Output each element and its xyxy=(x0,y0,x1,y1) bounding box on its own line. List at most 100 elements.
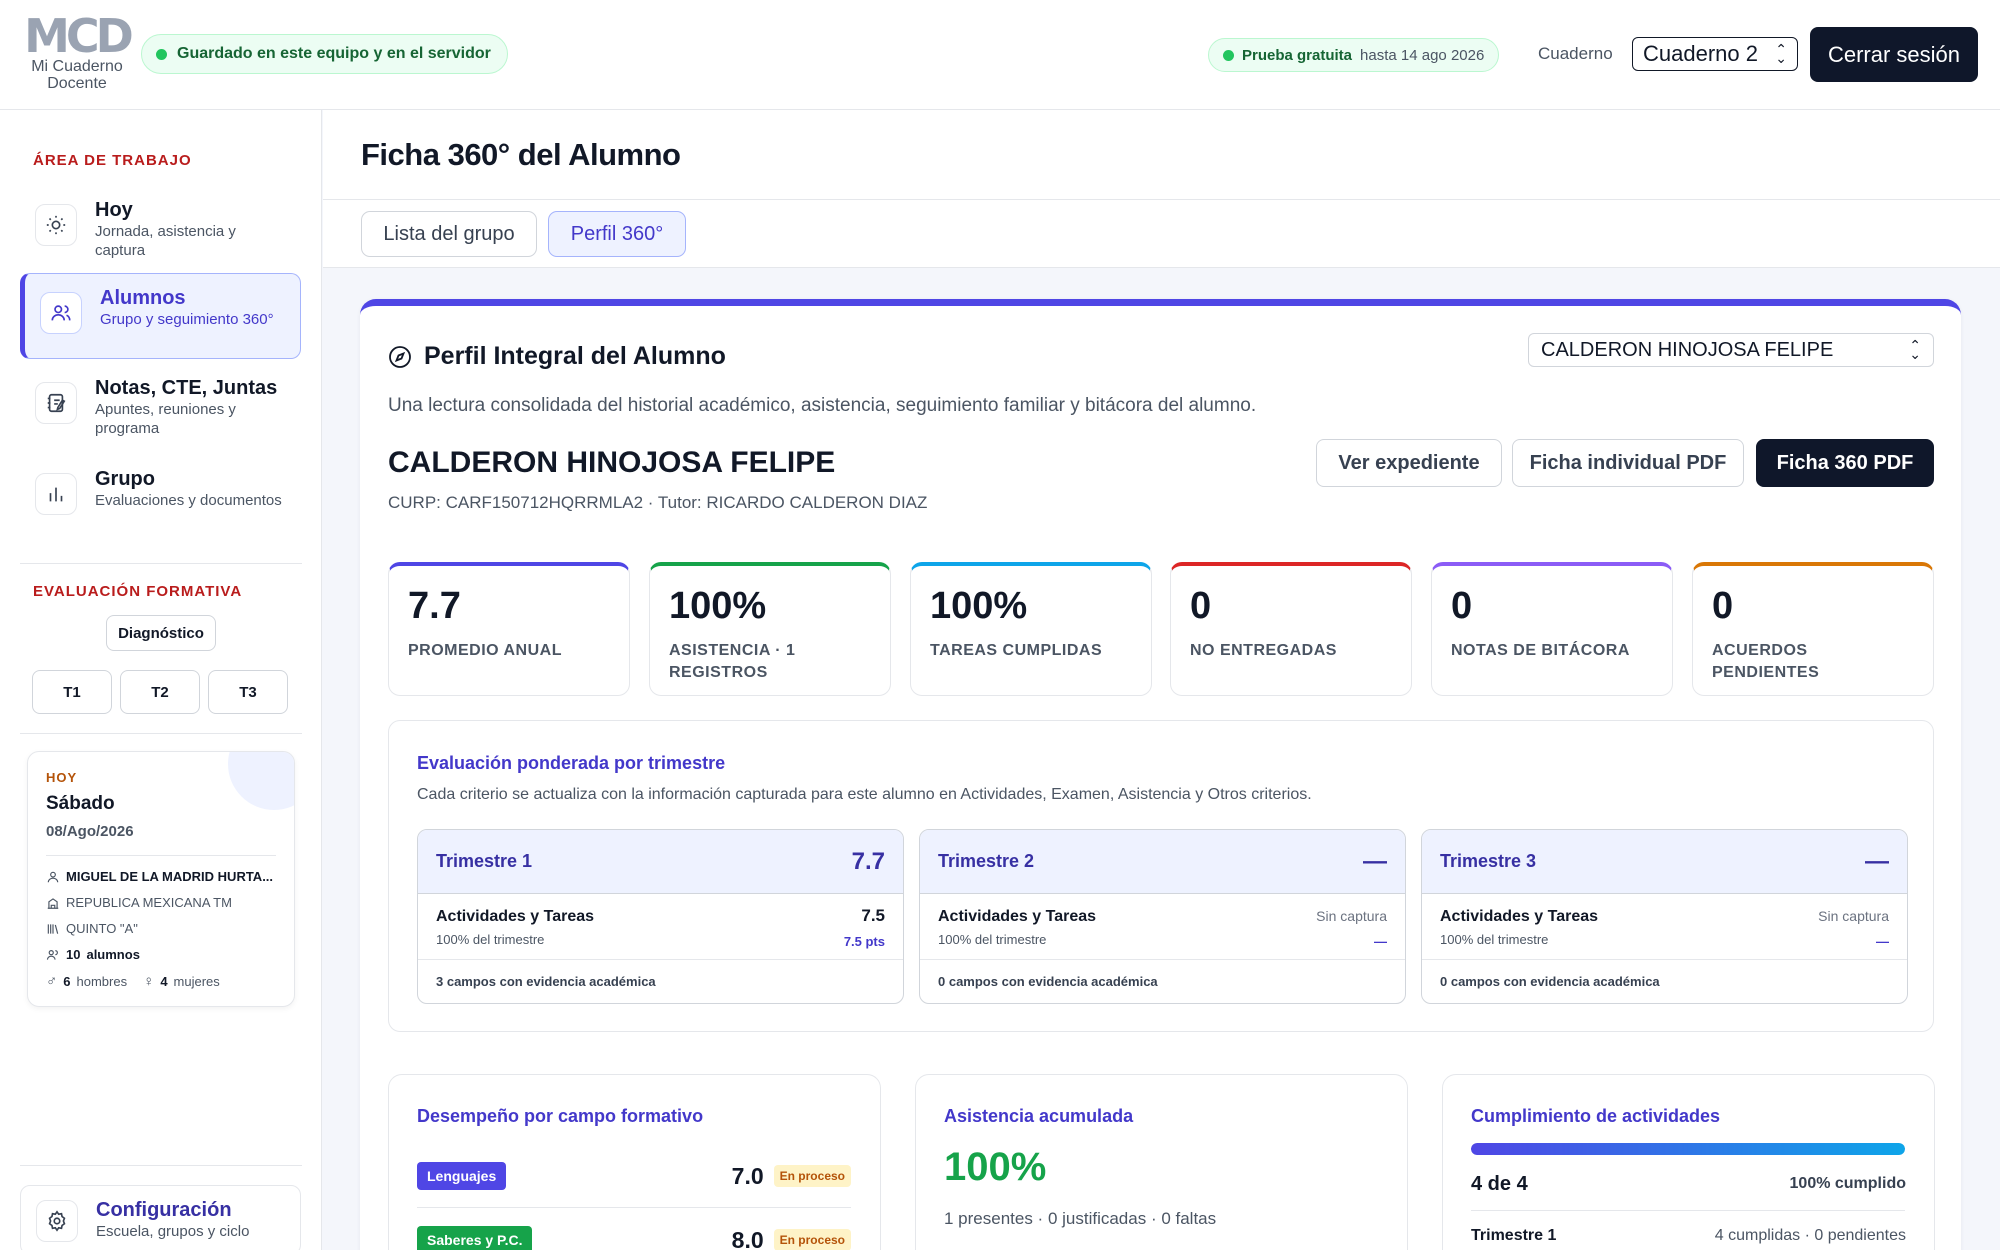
select-arrows-icon: ⌃ ⌄ xyxy=(1909,337,1921,362)
view-record-button[interactable]: Ver expediente xyxy=(1316,439,1502,487)
compliance-separator xyxy=(1471,1210,1905,1211)
profile-360-pdf-button[interactable]: Ficha 360 PDF xyxy=(1756,439,1934,487)
tab-perfil-360[interactable]: Perfil 360° xyxy=(548,211,686,257)
tab-lista-del-grupo[interactable]: Lista del grupo xyxy=(361,211,537,257)
compliance-progress-bar xyxy=(1471,1143,1905,1155)
logout-button[interactable]: Cerrar sesión xyxy=(1810,27,1978,82)
men-label: hombres xyxy=(76,974,128,989)
decorative-bubble xyxy=(228,752,294,810)
sidebar-item-alumnos[interactable]: Alumnos Grupo y seguimiento 360° xyxy=(20,273,301,359)
performance-card: Desempeño por campo formativo Lenguajes … xyxy=(388,1074,881,1250)
stat-card: 0 ACUERDOS PENDIENTES xyxy=(1692,562,1934,696)
female-icon: ♀ xyxy=(143,973,155,990)
criterion-percent: 100% del trimestre xyxy=(1440,932,1549,947)
school-icon xyxy=(47,897,59,909)
trimester-score: — xyxy=(1865,847,1889,875)
user-icon xyxy=(47,871,59,882)
stat-card: 100% TAREAS CUMPLIDAS xyxy=(910,562,1152,696)
weighted-evaluation-panel: Evaluación ponderada por trimestre Cada … xyxy=(388,720,1934,1032)
app-logo[interactable]: MCD Mi Cuaderno Docente xyxy=(22,9,134,100)
trimester-score: — xyxy=(1363,847,1387,875)
stat-value: 100% xyxy=(930,585,1028,627)
men-count: 6 xyxy=(63,974,71,989)
compliance-trimester: Trimestre 1 xyxy=(1471,1227,1557,1244)
page-header: Ficha 360° del Alumno xyxy=(323,110,2000,200)
today-date: 08/Ago/2026 xyxy=(46,823,134,840)
compliance-trimester-detail: 4 cumplidas · 0 pendientes xyxy=(1714,1227,1906,1244)
trimester-criterion-row: Actividades y Tareas 100% del trimestre … xyxy=(920,894,1405,960)
compliance-count: 4 de 4 xyxy=(1471,1173,1528,1195)
stat-card: 100% ASISTENCIA · 1 REGISTROS xyxy=(649,562,891,696)
sidebar-divider xyxy=(20,563,302,564)
students-count: 10 xyxy=(66,947,81,962)
field-chip: Saberes y P.C. xyxy=(417,1226,533,1250)
trimester-header: Trimestre 3 — xyxy=(1422,830,1907,894)
stat-label: ACUERDOS PENDIENTES xyxy=(1712,642,1820,681)
teacher-name: MIGUEL DE LA MADRID HURTA... xyxy=(66,869,274,884)
cuaderno-select[interactable]: Cuaderno 2 ⌃ ⌄ xyxy=(1632,37,1798,71)
sidebar-item-title: Notas, CTE, Juntas xyxy=(95,377,278,399)
sidebar-item-subtitle: Jornada, asistencia y captura xyxy=(95,223,236,259)
attendance-detail: 1 presentes · 0 justificadas · 0 faltas xyxy=(944,1209,1217,1228)
select-arrows-icon: ⌃ ⌄ xyxy=(1775,41,1787,66)
sidebar-item-hoy[interactable]: Hoy Jornada, asistencia y captura xyxy=(20,186,301,272)
trimester-button-t2[interactable]: T2 xyxy=(120,670,200,714)
field-divider xyxy=(417,1207,851,1208)
criterion-value: Sin captura xyxy=(1316,908,1387,924)
trimester-name: Trimestre 3 xyxy=(1440,851,1537,871)
diagnostic-button[interactable]: Diagnóstico xyxy=(106,615,216,651)
trial-label: Prueba gratuita xyxy=(1242,46,1353,64)
criterion-name: Actividades y Tareas xyxy=(436,908,595,925)
trimester-header: Trimestre 2 — xyxy=(920,830,1405,894)
sidebar-item-title: Grupo xyxy=(95,468,155,490)
logo-line-2: Docente xyxy=(47,75,107,92)
sidebar-divider xyxy=(20,733,302,734)
criterion-name: Actividades y Tareas xyxy=(938,908,1097,925)
compass-icon xyxy=(389,345,411,368)
trial-until: hasta 14 ago 2026 xyxy=(1360,46,1485,64)
today-card: HOY Sábado 08/Ago/2026 MIGUEL DE LA MADR… xyxy=(27,751,295,1007)
profile-description: Una lectura consolidada del historial ac… xyxy=(388,395,1257,416)
today-gender: ♂ 6 hombres ♀ 4 mujeres xyxy=(46,973,220,990)
gear-icon xyxy=(36,1200,78,1242)
books-icon xyxy=(47,923,59,934)
sidebar: ÁREA DE TRABAJO Hoy Jornada, asistencia … xyxy=(0,110,322,1250)
page-title: Ficha 360° del Alumno xyxy=(361,137,681,172)
compliance-percent: 100% cumplido xyxy=(1789,1175,1906,1192)
bar-chart-icon xyxy=(35,473,77,515)
individual-pdf-button[interactable]: Ficha individual PDF xyxy=(1512,439,1744,487)
stat-card: 0 NOTAS DE BITÁCORA xyxy=(1431,562,1673,696)
criterion-percent: 100% del trimestre xyxy=(436,932,545,947)
sidebar-item-configuracion[interactable]: Configuración Escuela, grupos y ciclo xyxy=(20,1185,301,1250)
trimester-criterion-row: Actividades y Tareas 100% del trimestre … xyxy=(418,894,903,960)
stat-card: 7.7 PROMEDIO ANUAL xyxy=(388,562,630,696)
field-status-badge: En proceso xyxy=(773,1229,851,1250)
attendance-title: Asistencia acumulada xyxy=(944,1106,1134,1126)
field-status-badge: En proceso xyxy=(773,1165,851,1187)
logo-mark: MCD xyxy=(24,9,134,63)
today-school: REPUBLICA MEXICANA TM xyxy=(46,895,232,910)
criterion-points: — xyxy=(1374,934,1387,949)
trimester-button-t3[interactable]: T3 xyxy=(208,670,288,714)
top-bar: MCD Mi Cuaderno Docente Guardado en este… xyxy=(0,0,2000,110)
male-icon: ♂ xyxy=(46,973,58,990)
status-dot-icon xyxy=(156,48,167,60)
sidebar-item-subtitle: Apuntes, reuniones y programa xyxy=(95,401,236,437)
sidebar-item-grupo[interactable]: Grupo Evaluaciones y documentos xyxy=(20,455,301,541)
today-day: Sábado xyxy=(46,793,115,814)
trimester-card-3: Trimestre 3 — Actividades y Tareas 100% … xyxy=(1421,829,1908,1004)
notebook-icon xyxy=(35,382,77,424)
trial-badge: Prueba gratuita hasta 14 ago 2026 xyxy=(1208,38,1500,72)
trimester-card-1: Trimestre 1 7.7 Actividades y Tareas 100… xyxy=(417,829,904,1004)
attendance-card: Asistencia acumulada 100% 1 presentes · … xyxy=(915,1074,1408,1250)
field-score: 8.0 xyxy=(731,1226,764,1250)
student-select[interactable]: CALDERON HINOJOSA FELIPE ⌃ ⌄ xyxy=(1528,333,1934,367)
trimester-button-t1[interactable]: T1 xyxy=(32,670,112,714)
work-area-title: ÁREA DE TRABAJO xyxy=(33,152,192,169)
sidebar-divider xyxy=(20,1165,302,1166)
trimester-footer: 0 campos con evidencia académica xyxy=(938,974,1158,989)
students-label: alumnos xyxy=(86,947,140,962)
sidebar-item-notas[interactable]: Notas, CTE, Juntas Apuntes, reuniones y … xyxy=(20,364,301,450)
trimester-score: 7.7 xyxy=(851,847,885,875)
sidebar-item-title: Hoy xyxy=(95,199,133,221)
